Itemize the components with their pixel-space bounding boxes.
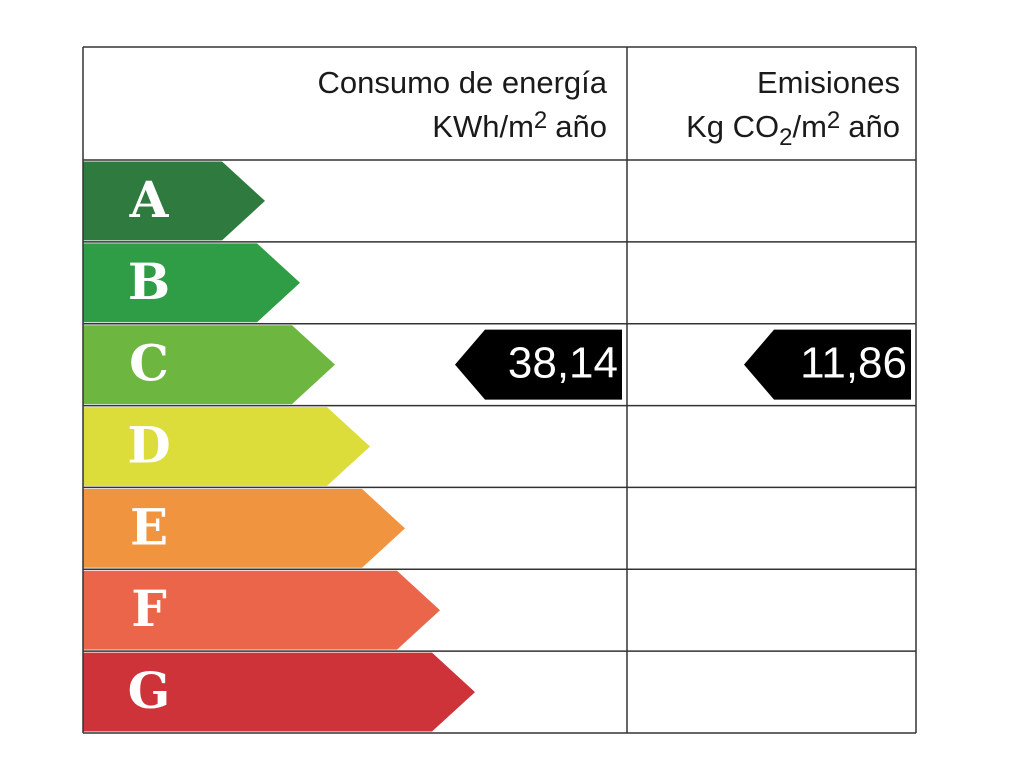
- unit-part: año: [555, 109, 607, 144]
- rating-letter: G: [128, 661, 171, 720]
- rating-arrow: [83, 407, 370, 486]
- unit-part: /m: [792, 109, 826, 144]
- value-label: 38,14: [508, 338, 618, 387]
- rating-arrow: [83, 161, 265, 241]
- rating-letter: C: [129, 334, 169, 393]
- unit-part: Kg CO: [686, 109, 779, 144]
- energy-unit: KWh/m2 año: [432, 107, 607, 144]
- rating-letter: A: [129, 170, 170, 229]
- value-marker: [455, 329, 622, 400]
- value-marker: [744, 329, 911, 400]
- emissions-header: Emisiones: [757, 65, 900, 100]
- rating-letter: F: [131, 579, 167, 638]
- rating-arrow: [83, 652, 475, 732]
- rating-arrow: [83, 243, 300, 323]
- rating-letter: E: [130, 497, 168, 556]
- rating-letter: D: [127, 416, 170, 475]
- unit-part: KWh/m: [432, 109, 534, 144]
- rating-letter: B: [128, 252, 170, 311]
- unit-sub: 2: [779, 124, 792, 151]
- rating-arrow: [83, 325, 335, 405]
- rating-arrow: [83, 570, 440, 650]
- value-label: 11,86: [800, 338, 907, 387]
- unit-sup: 2: [534, 107, 547, 134]
- unit-sup: 2: [827, 107, 840, 134]
- rating-arrow: [83, 488, 405, 568]
- emissions-unit: Kg CO2/m2 año: [686, 107, 900, 151]
- unit-part: año: [848, 109, 900, 144]
- energy-header: Consumo de energía: [317, 65, 607, 100]
